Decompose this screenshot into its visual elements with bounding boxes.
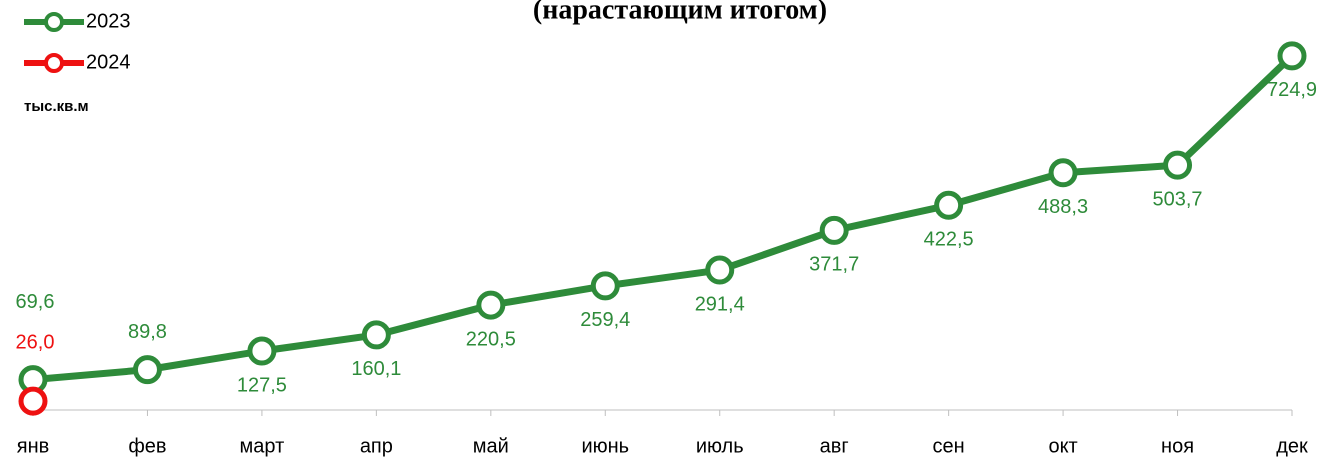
series-line: [32, 53, 1295, 384]
point: [247, 336, 277, 366]
chart-title: (нарастающим итогом): [533, 0, 827, 25]
x-tick-label: апр: [360, 435, 393, 457]
x-tick-label: янв: [17, 435, 50, 457]
x-tick-label: сен: [933, 435, 965, 457]
data-label: 724,9: [1267, 79, 1317, 101]
x-tick-label: ноя: [1161, 435, 1194, 457]
point: [132, 355, 162, 385]
x-tick-label: июль: [696, 435, 744, 457]
point: [590, 271, 620, 301]
unit-label: тыс.кв.м: [24, 98, 89, 115]
legend-marker: [44, 53, 64, 73]
legend-label: 2024: [86, 51, 131, 73]
data-label: 69,6: [16, 291, 55, 313]
x-tick-label: фев: [128, 435, 166, 457]
legend-marker: [44, 12, 64, 32]
x-tick-label: июнь: [581, 435, 629, 457]
data-label: 127,5: [237, 374, 287, 396]
point: [934, 190, 964, 220]
point: [1163, 150, 1193, 180]
data-label: 89,8: [128, 321, 167, 343]
x-tick-label: дек: [1276, 435, 1308, 457]
data-label: 26,0: [16, 331, 55, 353]
data-label: 220,5: [466, 328, 516, 350]
data-label: 259,4: [580, 309, 630, 331]
x-tick-label: март: [240, 435, 285, 457]
data-label: 371,7: [809, 254, 859, 276]
point: [1277, 41, 1307, 71]
point: [476, 290, 506, 320]
data-label: 488,3: [1038, 196, 1088, 218]
legend-label: 2023: [86, 10, 131, 32]
x-tick-label: окт: [1048, 435, 1077, 457]
data-label: 291,4: [695, 293, 745, 315]
x-tick-label: авг: [820, 435, 849, 457]
point: [18, 386, 48, 416]
point: [819, 215, 849, 245]
data-label: 422,5: [924, 229, 974, 251]
data-label: 160,1: [351, 358, 401, 380]
point: [705, 255, 735, 285]
x-tick-label: май: [473, 435, 509, 457]
point: [361, 320, 391, 350]
data-label: 503,7: [1153, 188, 1203, 210]
point: [1048, 158, 1078, 188]
